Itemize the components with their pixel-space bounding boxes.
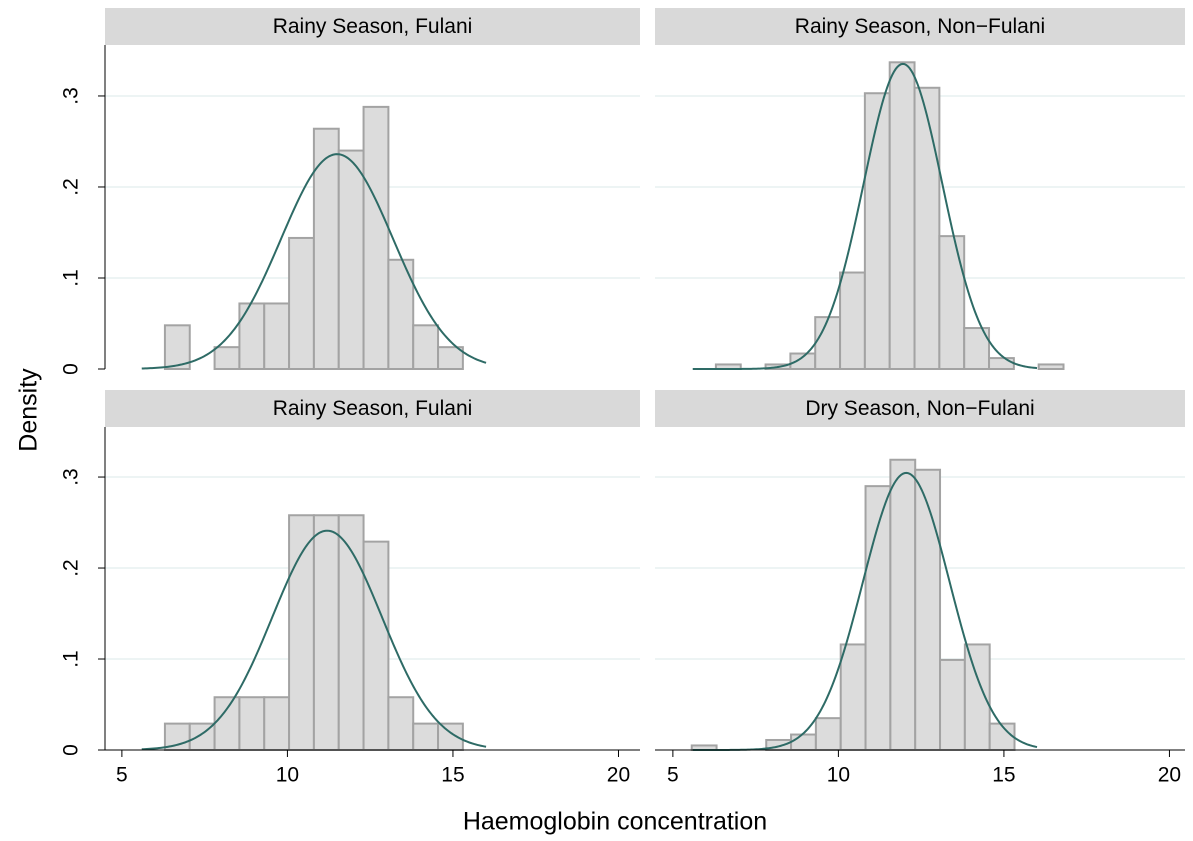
bar [988, 722, 1016, 751]
bar [263, 302, 291, 371]
panel-title: Rainy Season, Fulani [273, 15, 473, 38]
bar [839, 271, 866, 370]
x-axis-title: Haemoglobin concentration [463, 808, 767, 836]
bar [362, 540, 390, 752]
x-tick-label: 15 [441, 764, 464, 787]
bar [814, 316, 842, 370]
bar [963, 327, 991, 371]
bar [913, 86, 941, 371]
bar [387, 258, 415, 371]
x-tick-label: 20 [607, 764, 630, 787]
panel-title: Dry Season, Non−Fulani [805, 397, 1034, 420]
bar [337, 514, 365, 752]
bar [213, 696, 241, 751]
panel-header [655, 390, 1185, 427]
bar [238, 302, 266, 371]
bar [362, 105, 390, 371]
y-axis-title: Density [15, 368, 43, 452]
x-tick-label: 10 [827, 764, 850, 787]
bar [312, 127, 340, 370]
normal-curve [692, 62, 1038, 370]
panel-title: Rainy Season, Fulani [273, 397, 473, 420]
bar [337, 149, 365, 370]
bar [188, 722, 216, 751]
bar [288, 236, 315, 370]
bar [914, 468, 942, 751]
y-tick-label: 0 [60, 363, 83, 375]
bar [814, 717, 842, 751]
bar [412, 722, 440, 751]
normal-curve [141, 153, 487, 370]
bar [437, 346, 464, 371]
y-tick-label: .3 [60, 87, 83, 105]
bar [387, 696, 415, 751]
bar [863, 92, 891, 370]
normal-curve [141, 529, 487, 751]
bar [437, 722, 464, 751]
x-tick-label: 5 [116, 764, 128, 787]
bar [888, 61, 916, 370]
panel-header [655, 8, 1185, 45]
panel-header [105, 8, 640, 45]
bar [312, 514, 340, 752]
x-tick-label: 20 [1158, 764, 1181, 787]
y-tick-label: .2 [60, 178, 83, 196]
x-tick-label: 5 [667, 764, 679, 787]
bar [412, 324, 440, 370]
bar [889, 458, 917, 751]
y-tick-label: .1 [60, 650, 83, 668]
bar [263, 696, 291, 751]
bar [288, 514, 315, 752]
y-tick-label: .3 [60, 468, 83, 486]
bar [939, 658, 966, 752]
y-tick-label: .2 [60, 559, 83, 577]
y-tick-label: 0 [60, 744, 83, 756]
y-tick-label: .1 [60, 269, 83, 287]
bar [163, 324, 191, 370]
panel-title: Rainy Season, Non−Fulani [795, 15, 1045, 38]
bar [213, 346, 241, 371]
bar [938, 235, 966, 370]
panel-header [105, 390, 640, 427]
bar [839, 643, 867, 752]
bar [238, 696, 266, 751]
bar [790, 733, 817, 752]
bar [988, 357, 1015, 370]
x-tick-label: 15 [992, 764, 1015, 787]
bar [1037, 363, 1065, 370]
x-tick-label: 10 [276, 764, 299, 787]
bar [864, 485, 892, 751]
